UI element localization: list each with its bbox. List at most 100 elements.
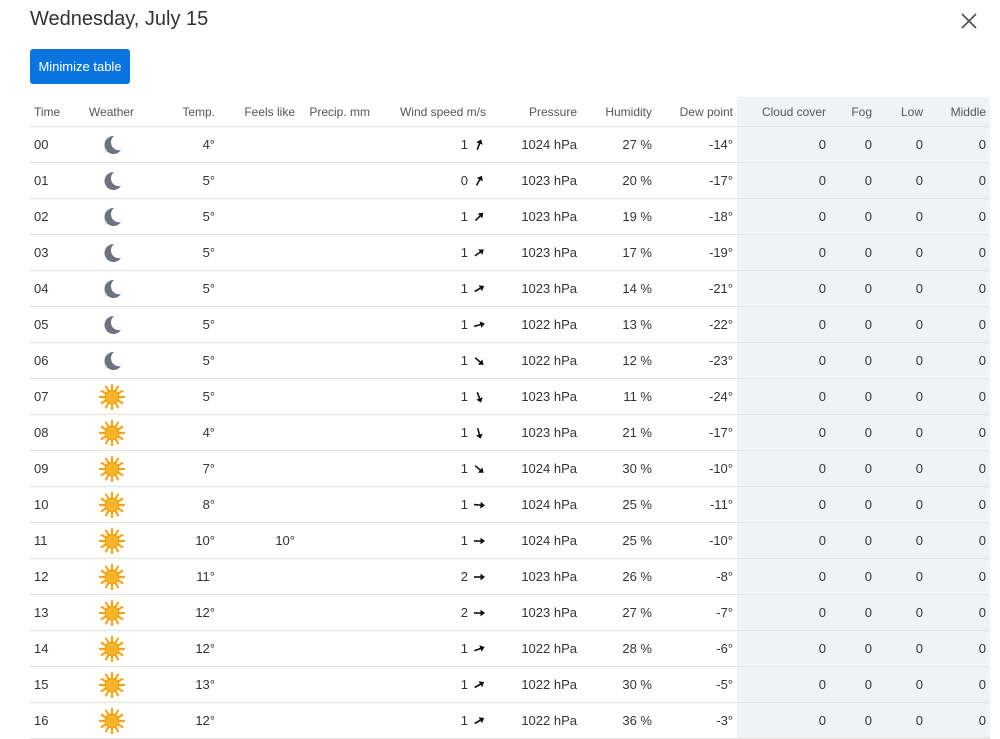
low-cloud-cell: 0: [876, 414, 927, 451]
wind-speed-value: 1: [460, 245, 468, 260]
minimize-table-button[interactable]: Minimize table: [30, 49, 130, 84]
dew-point-cell: -5°: [656, 666, 737, 703]
middle-cloud-cell: 0: [927, 414, 990, 451]
precip-cell: [299, 234, 374, 271]
cloud-cover-cell: 0: [737, 594, 830, 631]
temp-cell: 11°: [149, 558, 219, 595]
time-cell: 13: [30, 594, 74, 631]
pressure-cell: 1024 hPa: [490, 522, 581, 559]
wind-cell: 0: [374, 162, 490, 199]
wind-direction-arrow-icon: [474, 284, 485, 292]
time-cell: 03: [30, 234, 74, 271]
temp-cell: 8°: [149, 486, 219, 523]
fog-cell: 0: [830, 450, 876, 487]
humidity-cell: 12 %: [581, 342, 656, 379]
pressure-cell: 1024 hPa: [490, 450, 581, 487]
humidity-cell: 30 %: [581, 666, 656, 703]
wind-direction-arrow-icon: [474, 644, 485, 652]
pressure-cell: 1023 hPa: [490, 558, 581, 595]
dew-point-cell: -18°: [656, 198, 737, 235]
table-row: 01 5° 0 1023 hPa 20 % -17° 0 0 0 0: [30, 162, 990, 199]
middle-cloud-cell: 0: [927, 594, 990, 631]
table-row: 07 5° 1 1023 hPa 11 % -24° 0 0 0 0: [30, 378, 990, 415]
col-weather: Weather: [74, 97, 149, 127]
close-icon[interactable]: [957, 9, 981, 33]
wind-cell: 1: [374, 126, 490, 163]
temp-cell: 5°: [149, 234, 219, 271]
feels-like-cell: [219, 126, 299, 163]
table-row: 00 4° 1 1024 hPa 27 % -14° 0 0 0 0: [30, 126, 990, 163]
weather-cell: [74, 522, 149, 559]
pressure-cell: 1023 hPa: [490, 198, 581, 235]
wind-cell: 1: [374, 522, 490, 559]
col-feels-like: Feels like: [219, 97, 299, 127]
table-row: 09 7° 1 1024 hPa 30 % -10° 0 0 0 0: [30, 450, 990, 487]
humidity-cell: 20 %: [581, 162, 656, 199]
low-cloud-cell: 0: [876, 342, 927, 379]
weather-cell: [74, 630, 149, 667]
humidity-cell: 17 %: [581, 234, 656, 271]
sun-icon: [98, 635, 125, 662]
feels-like-cell: 10°: [219, 522, 299, 559]
time-cell: 07: [30, 378, 74, 415]
precip-cell: [299, 270, 374, 307]
weather-cell: [74, 342, 149, 379]
precip-cell: [299, 414, 374, 451]
weather-cell: [74, 666, 149, 703]
precip-cell: [299, 702, 374, 739]
low-cloud-cell: 0: [876, 702, 927, 739]
moon-icon: [99, 279, 125, 298]
hourly-forecast-table: Time Weather Temp. Feels like Precip. mm…: [30, 97, 990, 739]
cloud-cover-cell: 0: [737, 450, 830, 487]
wind-direction-arrow-icon: [474, 537, 485, 544]
wind-direction-arrow-icon: [476, 427, 483, 439]
wind-direction-arrow-icon: [474, 464, 484, 473]
wind-speed-value: 1: [460, 533, 468, 548]
humidity-cell: 28 %: [581, 630, 656, 667]
col-time: Time: [30, 97, 74, 127]
low-cloud-cell: 0: [876, 162, 927, 199]
feels-like-cell: [219, 162, 299, 199]
wind-speed-value: 1: [460, 389, 468, 404]
feels-like-cell: [219, 234, 299, 271]
table-row: 11 10° 10° 1 1024 hPa 25 % -10° 0 0 0 0: [30, 522, 990, 559]
temp-cell: 5°: [149, 270, 219, 307]
pressure-cell: 1022 hPa: [490, 630, 581, 667]
wind-speed-value: 1: [460, 137, 468, 152]
feels-like-cell: [219, 558, 299, 595]
table-row: 16 12° 1 1022 hPa 36 % -3° 0 0 0 0: [30, 702, 990, 739]
middle-cloud-cell: 0: [927, 558, 990, 595]
pressure-cell: 1022 hPa: [490, 342, 581, 379]
dew-point-cell: -17°: [656, 414, 737, 451]
wind-cell: 1: [374, 630, 490, 667]
pressure-cell: 1023 hPa: [490, 414, 581, 451]
dew-point-cell: -19°: [656, 234, 737, 271]
time-cell: 01: [30, 162, 74, 199]
low-cloud-cell: 0: [876, 306, 927, 343]
table-row: 05 5° 1 1022 hPa 13 % -22° 0 0 0 0: [30, 306, 990, 343]
time-cell: 16: [30, 702, 74, 739]
humidity-cell: 26 %: [581, 558, 656, 595]
humidity-cell: 27 %: [581, 594, 656, 631]
humidity-cell: 36 %: [581, 702, 656, 739]
temp-cell: 4°: [149, 414, 219, 451]
feels-like-cell: [219, 630, 299, 667]
sun-icon: [98, 563, 125, 590]
col-low: Low: [876, 97, 927, 127]
humidity-cell: 30 %: [581, 450, 656, 487]
time-cell: 11: [30, 522, 74, 559]
pressure-cell: 1023 hPa: [490, 378, 581, 415]
wind-direction-arrow-icon: [475, 175, 483, 186]
wind-cell: 1: [374, 450, 490, 487]
weather-cell: [74, 306, 149, 343]
table-row: 10 8° 1 1024 hPa 25 % -11° 0 0 0 0: [30, 486, 990, 523]
pressure-cell: 1023 hPa: [490, 234, 581, 271]
middle-cloud-cell: 0: [927, 522, 990, 559]
feels-like-cell: [219, 594, 299, 631]
sun-icon: [98, 707, 125, 734]
pressure-cell: 1022 hPa: [490, 666, 581, 703]
temp-cell: 12°: [149, 630, 219, 667]
wind-direction-arrow-icon: [473, 320, 485, 328]
dew-point-cell: -8°: [656, 558, 737, 595]
col-cloud-cover: Cloud cover: [737, 97, 830, 127]
